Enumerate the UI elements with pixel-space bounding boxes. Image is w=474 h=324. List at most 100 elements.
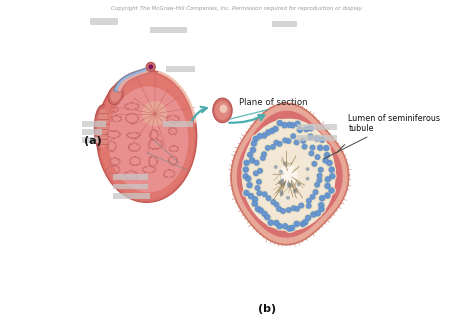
FancyBboxPatch shape xyxy=(82,137,98,143)
Circle shape xyxy=(248,193,254,199)
Circle shape xyxy=(248,157,256,164)
Circle shape xyxy=(256,179,262,185)
Circle shape xyxy=(315,211,320,216)
Ellipse shape xyxy=(280,164,298,186)
Circle shape xyxy=(254,171,258,176)
Circle shape xyxy=(255,160,259,165)
Circle shape xyxy=(298,202,304,209)
Circle shape xyxy=(243,174,248,179)
Circle shape xyxy=(315,182,319,187)
Circle shape xyxy=(243,167,248,172)
Circle shape xyxy=(298,183,300,186)
FancyBboxPatch shape xyxy=(163,121,193,126)
Circle shape xyxy=(264,214,271,221)
Circle shape xyxy=(265,195,272,202)
Circle shape xyxy=(276,141,283,147)
Ellipse shape xyxy=(97,109,109,148)
Circle shape xyxy=(318,145,323,150)
Circle shape xyxy=(318,205,325,213)
Circle shape xyxy=(268,127,276,134)
Circle shape xyxy=(306,198,312,204)
Circle shape xyxy=(310,211,317,218)
Circle shape xyxy=(285,138,292,144)
Circle shape xyxy=(250,140,258,147)
Circle shape xyxy=(277,224,282,229)
Circle shape xyxy=(258,168,263,173)
Circle shape xyxy=(295,121,300,126)
Circle shape xyxy=(327,160,332,166)
Circle shape xyxy=(264,145,271,151)
Circle shape xyxy=(266,196,271,201)
Circle shape xyxy=(264,214,270,220)
Circle shape xyxy=(319,137,325,142)
Circle shape xyxy=(294,206,300,212)
Circle shape xyxy=(294,120,301,128)
Circle shape xyxy=(294,140,299,145)
Text: (a): (a) xyxy=(84,136,101,146)
Circle shape xyxy=(273,219,280,227)
Circle shape xyxy=(311,161,318,167)
Polygon shape xyxy=(242,119,335,230)
Circle shape xyxy=(306,202,312,209)
Circle shape xyxy=(251,200,258,207)
Circle shape xyxy=(270,128,274,133)
Circle shape xyxy=(261,156,265,160)
Circle shape xyxy=(314,210,321,217)
Circle shape xyxy=(304,126,309,132)
Circle shape xyxy=(297,127,302,132)
Circle shape xyxy=(287,196,289,199)
Circle shape xyxy=(262,211,267,216)
Circle shape xyxy=(314,136,319,141)
FancyBboxPatch shape xyxy=(297,135,337,141)
Circle shape xyxy=(317,178,322,183)
Circle shape xyxy=(262,152,266,156)
Circle shape xyxy=(276,119,283,127)
Circle shape xyxy=(306,178,309,180)
Circle shape xyxy=(250,147,255,153)
Circle shape xyxy=(257,168,263,174)
Circle shape xyxy=(286,139,291,143)
Circle shape xyxy=(302,144,307,149)
Circle shape xyxy=(261,191,268,197)
Circle shape xyxy=(301,138,306,143)
Text: Copyright The McGraw-Hill Companies, Inc. Permission required for reproduction o: Copyright The McGraw-Hill Companies, Inc… xyxy=(111,6,363,11)
Circle shape xyxy=(247,152,253,157)
Circle shape xyxy=(296,126,303,133)
Circle shape xyxy=(324,153,329,158)
FancyBboxPatch shape xyxy=(82,129,101,134)
Circle shape xyxy=(322,157,329,164)
Circle shape xyxy=(273,139,280,146)
Circle shape xyxy=(324,182,331,190)
Circle shape xyxy=(313,190,318,194)
Circle shape xyxy=(273,126,278,132)
FancyBboxPatch shape xyxy=(113,174,148,180)
Circle shape xyxy=(277,121,283,126)
Circle shape xyxy=(310,193,316,200)
Circle shape xyxy=(251,141,256,146)
Circle shape xyxy=(328,166,336,173)
Circle shape xyxy=(314,181,320,188)
Ellipse shape xyxy=(110,88,121,102)
Circle shape xyxy=(262,192,267,197)
Circle shape xyxy=(285,207,292,213)
Circle shape xyxy=(316,177,323,183)
Circle shape xyxy=(330,174,335,179)
Circle shape xyxy=(301,219,309,226)
Circle shape xyxy=(329,167,334,172)
Ellipse shape xyxy=(97,70,197,202)
Circle shape xyxy=(253,170,259,177)
Circle shape xyxy=(308,134,313,139)
Circle shape xyxy=(280,208,286,214)
Circle shape xyxy=(252,201,257,206)
Ellipse shape xyxy=(108,86,123,105)
Circle shape xyxy=(323,158,328,163)
Circle shape xyxy=(328,187,335,194)
Circle shape xyxy=(256,179,261,184)
FancyBboxPatch shape xyxy=(297,124,337,130)
Text: (b): (b) xyxy=(258,304,276,314)
Circle shape xyxy=(290,123,295,128)
Circle shape xyxy=(265,145,270,150)
Circle shape xyxy=(299,220,306,228)
Circle shape xyxy=(310,145,316,151)
Circle shape xyxy=(312,189,319,195)
